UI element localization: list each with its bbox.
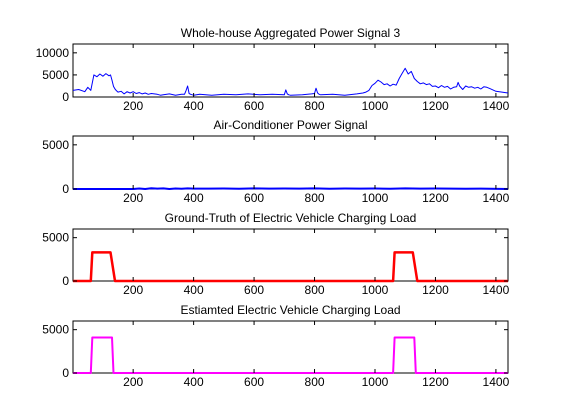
chart-title: Air-Conditioner Power Signal [213, 118, 367, 132]
x-tick-label: 1400 [483, 375, 510, 389]
x-tick-label: 400 [184, 191, 204, 205]
y-tick-label: 10000 [36, 46, 70, 60]
subplot-2: 200 400 600 800 1000 1200 1400 0 5000 Air-Conditi… [42, 118, 509, 205]
chart-title: Estiamted Electric Vehicle Charging Load [180, 303, 400, 317]
x-tick-label: 800 [305, 375, 325, 389]
axes-box [72, 135, 509, 190]
x-tick-label: 1000 [362, 99, 389, 113]
y-tick-label: 0 [62, 182, 69, 196]
x-tick-label: 1000 [362, 191, 389, 205]
x-tick-label: 200 [123, 375, 143, 389]
x-tick-label: 1200 [422, 283, 449, 297]
subplot-3: 200 400 600 800 1000 1200 1400 0 5000 Ground-Trut… [42, 211, 509, 297]
x-tick-label: 600 [244, 283, 264, 297]
x-tick-label: 1400 [483, 283, 510, 297]
axes-box [72, 43, 509, 98]
x-tick-label: 1000 [362, 375, 389, 389]
x-tick-label: 800 [305, 191, 325, 205]
x-tick-label: 1200 [422, 191, 449, 205]
subplot-1: 200 400 600 800 1000 1200 1400 0 5000 10000 Whole-… [36, 26, 510, 113]
x-tick-label: 600 [244, 99, 264, 113]
series-line [73, 336, 508, 374]
series-line [72, 67, 509, 96]
chart-title: Ground-Truth of Electric Vehicle Chargin… [165, 211, 417, 225]
y-tick-label: 5000 [42, 323, 69, 337]
series-line [73, 187, 509, 190]
x-tick-label: 1400 [483, 99, 510, 113]
subplot-4: 200 400 600 800 1000 1200 1400 0 5000 Estiamted E… [42, 303, 509, 389]
x-tick-label: 400 [184, 283, 204, 297]
x-tick-label: 1000 [362, 283, 389, 297]
y-tick-label: 0 [62, 366, 69, 380]
x-tick-label: 1200 [422, 375, 449, 389]
chart-title: Whole-house Aggregated Power Signal 3 [181, 26, 401, 40]
y-tick-label: 5000 [42, 231, 69, 245]
x-tick-label: 600 [244, 375, 264, 389]
x-tick-label: 1400 [483, 191, 510, 205]
x-tick-label: 1200 [422, 99, 449, 113]
x-tick-label: 800 [305, 283, 325, 297]
axes-box [72, 320, 509, 374]
x-tick-label: 800 [305, 99, 325, 113]
y-tick-label: 5000 [42, 138, 69, 152]
y-tick-label: 0 [62, 90, 69, 104]
axes-box [72, 228, 509, 282]
x-tick-label: 200 [123, 99, 143, 113]
x-tick-label: 400 [184, 99, 204, 113]
y-tick-label: 0 [62, 274, 69, 288]
y-tick-label: 5000 [42, 68, 69, 82]
x-tick-label: 600 [244, 191, 264, 205]
x-tick-label: 400 [184, 375, 204, 389]
x-tick-label: 200 [123, 191, 143, 205]
x-tick-label: 200 [123, 283, 143, 297]
